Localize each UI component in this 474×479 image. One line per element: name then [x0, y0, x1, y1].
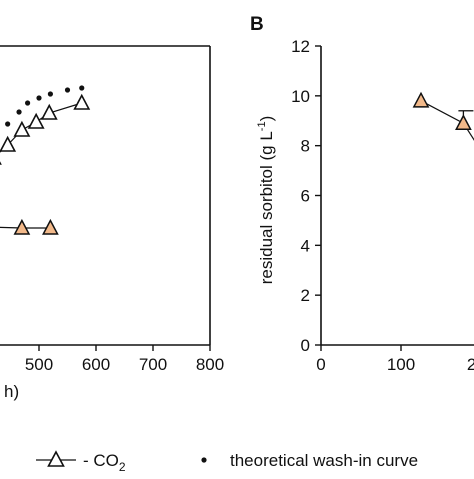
- panel-b-series: [412, 91, 474, 141]
- legend-washin-dot-icon: [201, 457, 207, 463]
- legend-item-co2: - CO2: [36, 450, 126, 474]
- panel-b-point: [455, 114, 472, 130]
- panel-a-washin-point: [64, 87, 71, 93]
- panel-b-y-tick-label: 8: [301, 137, 310, 156]
- panel-a-series: [0, 85, 91, 235]
- panel-a-x-axis-label: h): [4, 382, 19, 401]
- panel-a-series-0-line: [0, 102, 82, 153]
- panel-a-washin-point: [5, 121, 11, 127]
- panel-a-x-tick-label: 700: [139, 355, 167, 374]
- panel-b-point: [412, 91, 430, 108]
- panel-a-washin-point: [79, 85, 85, 91]
- panel-b-y-tick-label: 12: [291, 37, 310, 56]
- panel-a-orange-point: [42, 218, 59, 235]
- panel-b-y-tick-label: 10: [291, 87, 310, 106]
- legend: - CO2 theoretical wash-in curve: [36, 450, 418, 474]
- panel-b-x-tick-label: 0: [316, 355, 325, 374]
- panel-a-orange-point: [13, 218, 31, 235]
- legend-co2-label: - CO2: [83, 451, 126, 474]
- panel-b-y-tick-label: 0: [301, 336, 310, 355]
- legend-item-washin: theoretical wash-in curve: [201, 451, 418, 470]
- panel-b: B 0 2 4 6 8 10 12 0 100 200 residual sorbitol (g …: [250, 14, 474, 374]
- panel-a-co2-point: [13, 120, 31, 137]
- panel-a-x-tick-label: 600: [82, 355, 110, 374]
- legend-co2-triangle-icon: [47, 450, 65, 467]
- panel-a-washin-point: [25, 100, 31, 106]
- panel-a: 400500600700800 h): [0, 45, 224, 401]
- panel-a-washin-point: [47, 91, 54, 97]
- panel-b-x-tick-label: 100: [387, 355, 415, 374]
- panel-a-ticks: 400500600700800: [25, 345, 224, 374]
- panel-b-y-tick-label: 2: [301, 286, 310, 305]
- panel-b-ticks: 0 2 4 6 8 10 12 0 100 200: [291, 37, 474, 374]
- panel-a-x-tick-label: 500: [25, 355, 53, 374]
- panel-a-co2-point: [0, 135, 17, 152]
- panel-a-co2-point: [0, 161, 2, 165]
- panel-b-y-axis-label: residual sorbitol (g L-1): [256, 116, 276, 285]
- panel-b-x-tick-label: 200: [467, 355, 474, 374]
- panel-a-co2-point: [73, 93, 91, 110]
- legend-washin-label: theoretical wash-in curve: [230, 451, 418, 470]
- panel-a-x-tick-label: 800: [196, 355, 224, 374]
- panel-b-y-tick-label: 4: [301, 236, 310, 255]
- panel-a-co2-point: [40, 103, 58, 120]
- panel-b-letter: B: [250, 14, 264, 35]
- panel-a-co2-point: [27, 112, 45, 129]
- panel-a-washin-point: [36, 95, 42, 101]
- panel-a-washin-point: [16, 109, 22, 115]
- panel-b-y-tick-label: 6: [301, 187, 310, 206]
- panel-b-series-line: [420, 100, 474, 141]
